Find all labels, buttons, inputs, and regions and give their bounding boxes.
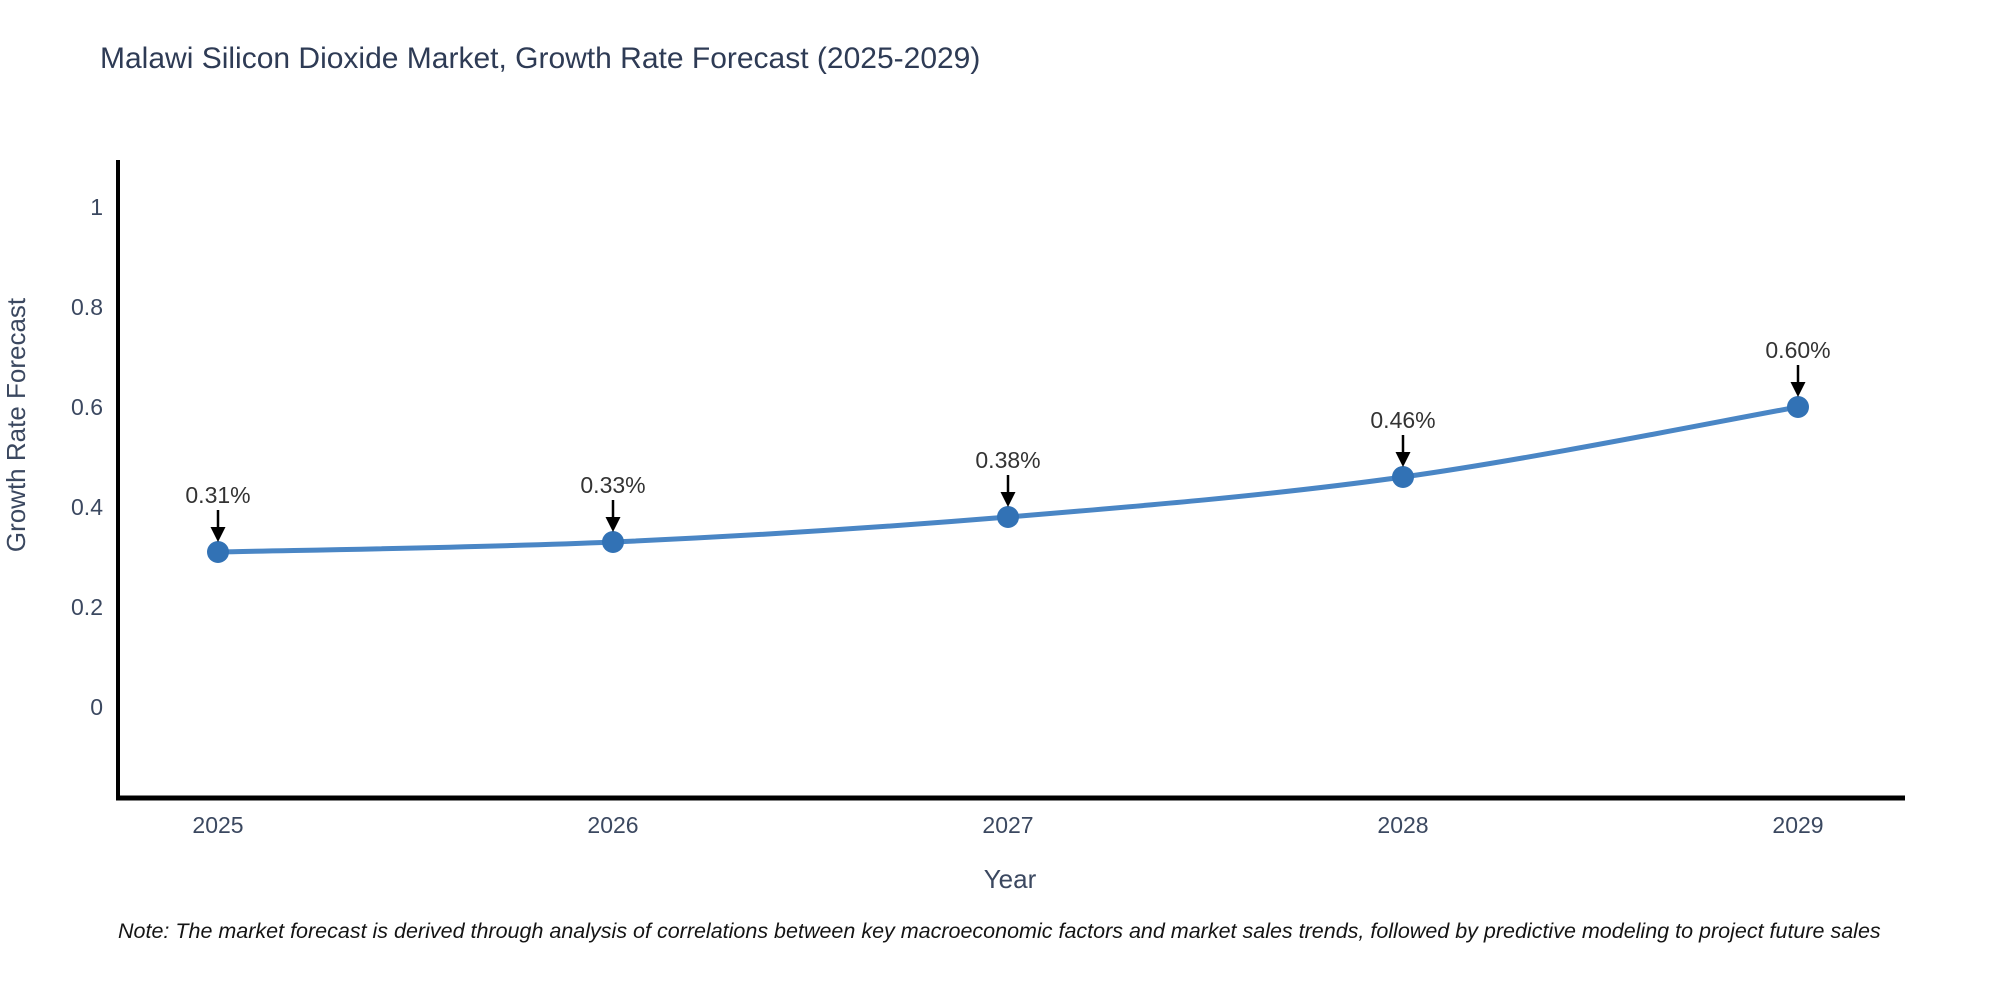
point-annotation: 0.38% xyxy=(975,447,1041,507)
chart-title: Malawi Silicon Dioxide Market, Growth Ra… xyxy=(100,42,980,75)
annotation-arrowhead-icon xyxy=(605,517,621,532)
point-annotation: 0.33% xyxy=(580,472,646,532)
y-tick-labels: 0 0.2 0.4 0.6 0.8 1 xyxy=(71,194,103,720)
x-tick-label: 2025 xyxy=(192,812,243,838)
point-annotation-label: 0.60% xyxy=(1765,337,1830,363)
point-annotation-label: 0.38% xyxy=(975,447,1040,473)
point-annotation: 0.60% xyxy=(1765,337,1831,397)
data-point-marker xyxy=(1392,466,1414,488)
point-annotation: 0.31% xyxy=(185,482,251,542)
annotation-arrowhead-icon xyxy=(1000,492,1016,507)
y-tick-label: 0.8 xyxy=(71,294,103,320)
point-annotations: 0.31% 0.33% 0.38% 0.46% 0.60% xyxy=(185,337,1831,542)
y-tick-label: 0.4 xyxy=(71,494,103,520)
x-axis-label: Year xyxy=(984,864,1037,894)
x-tick-label: 2028 xyxy=(1377,812,1428,838)
x-tick-label: 2029 xyxy=(1772,812,1823,838)
x-tick-labels: 2025 2026 2027 2028 2029 xyxy=(192,812,1823,838)
point-annotation-label: 0.33% xyxy=(580,472,645,498)
point-annotation-label: 0.31% xyxy=(185,482,250,508)
y-tick-label: 0.6 xyxy=(71,394,103,420)
data-points xyxy=(207,396,1809,563)
x-tick-label: 2027 xyxy=(982,812,1033,838)
y-tick-label: 1 xyxy=(90,194,103,220)
y-tick-label: 0.2 xyxy=(71,594,103,620)
annotation-arrowhead-icon xyxy=(210,527,226,542)
point-annotation-label: 0.46% xyxy=(1370,407,1435,433)
x-tick-label: 2026 xyxy=(587,812,638,838)
annotation-arrowhead-icon xyxy=(1790,382,1806,397)
data-point-marker xyxy=(1787,396,1809,418)
footnote: Note: The market forecast is derived thr… xyxy=(118,919,1881,943)
data-point-marker xyxy=(602,531,624,553)
point-annotation: 0.46% xyxy=(1370,407,1436,467)
data-point-marker xyxy=(207,541,229,563)
data-point-marker xyxy=(997,506,1019,528)
y-axis-label: Growth Rate Forecast xyxy=(1,297,31,552)
annotation-arrowhead-icon xyxy=(1395,452,1411,467)
y-tick-label: 0 xyxy=(90,694,103,720)
